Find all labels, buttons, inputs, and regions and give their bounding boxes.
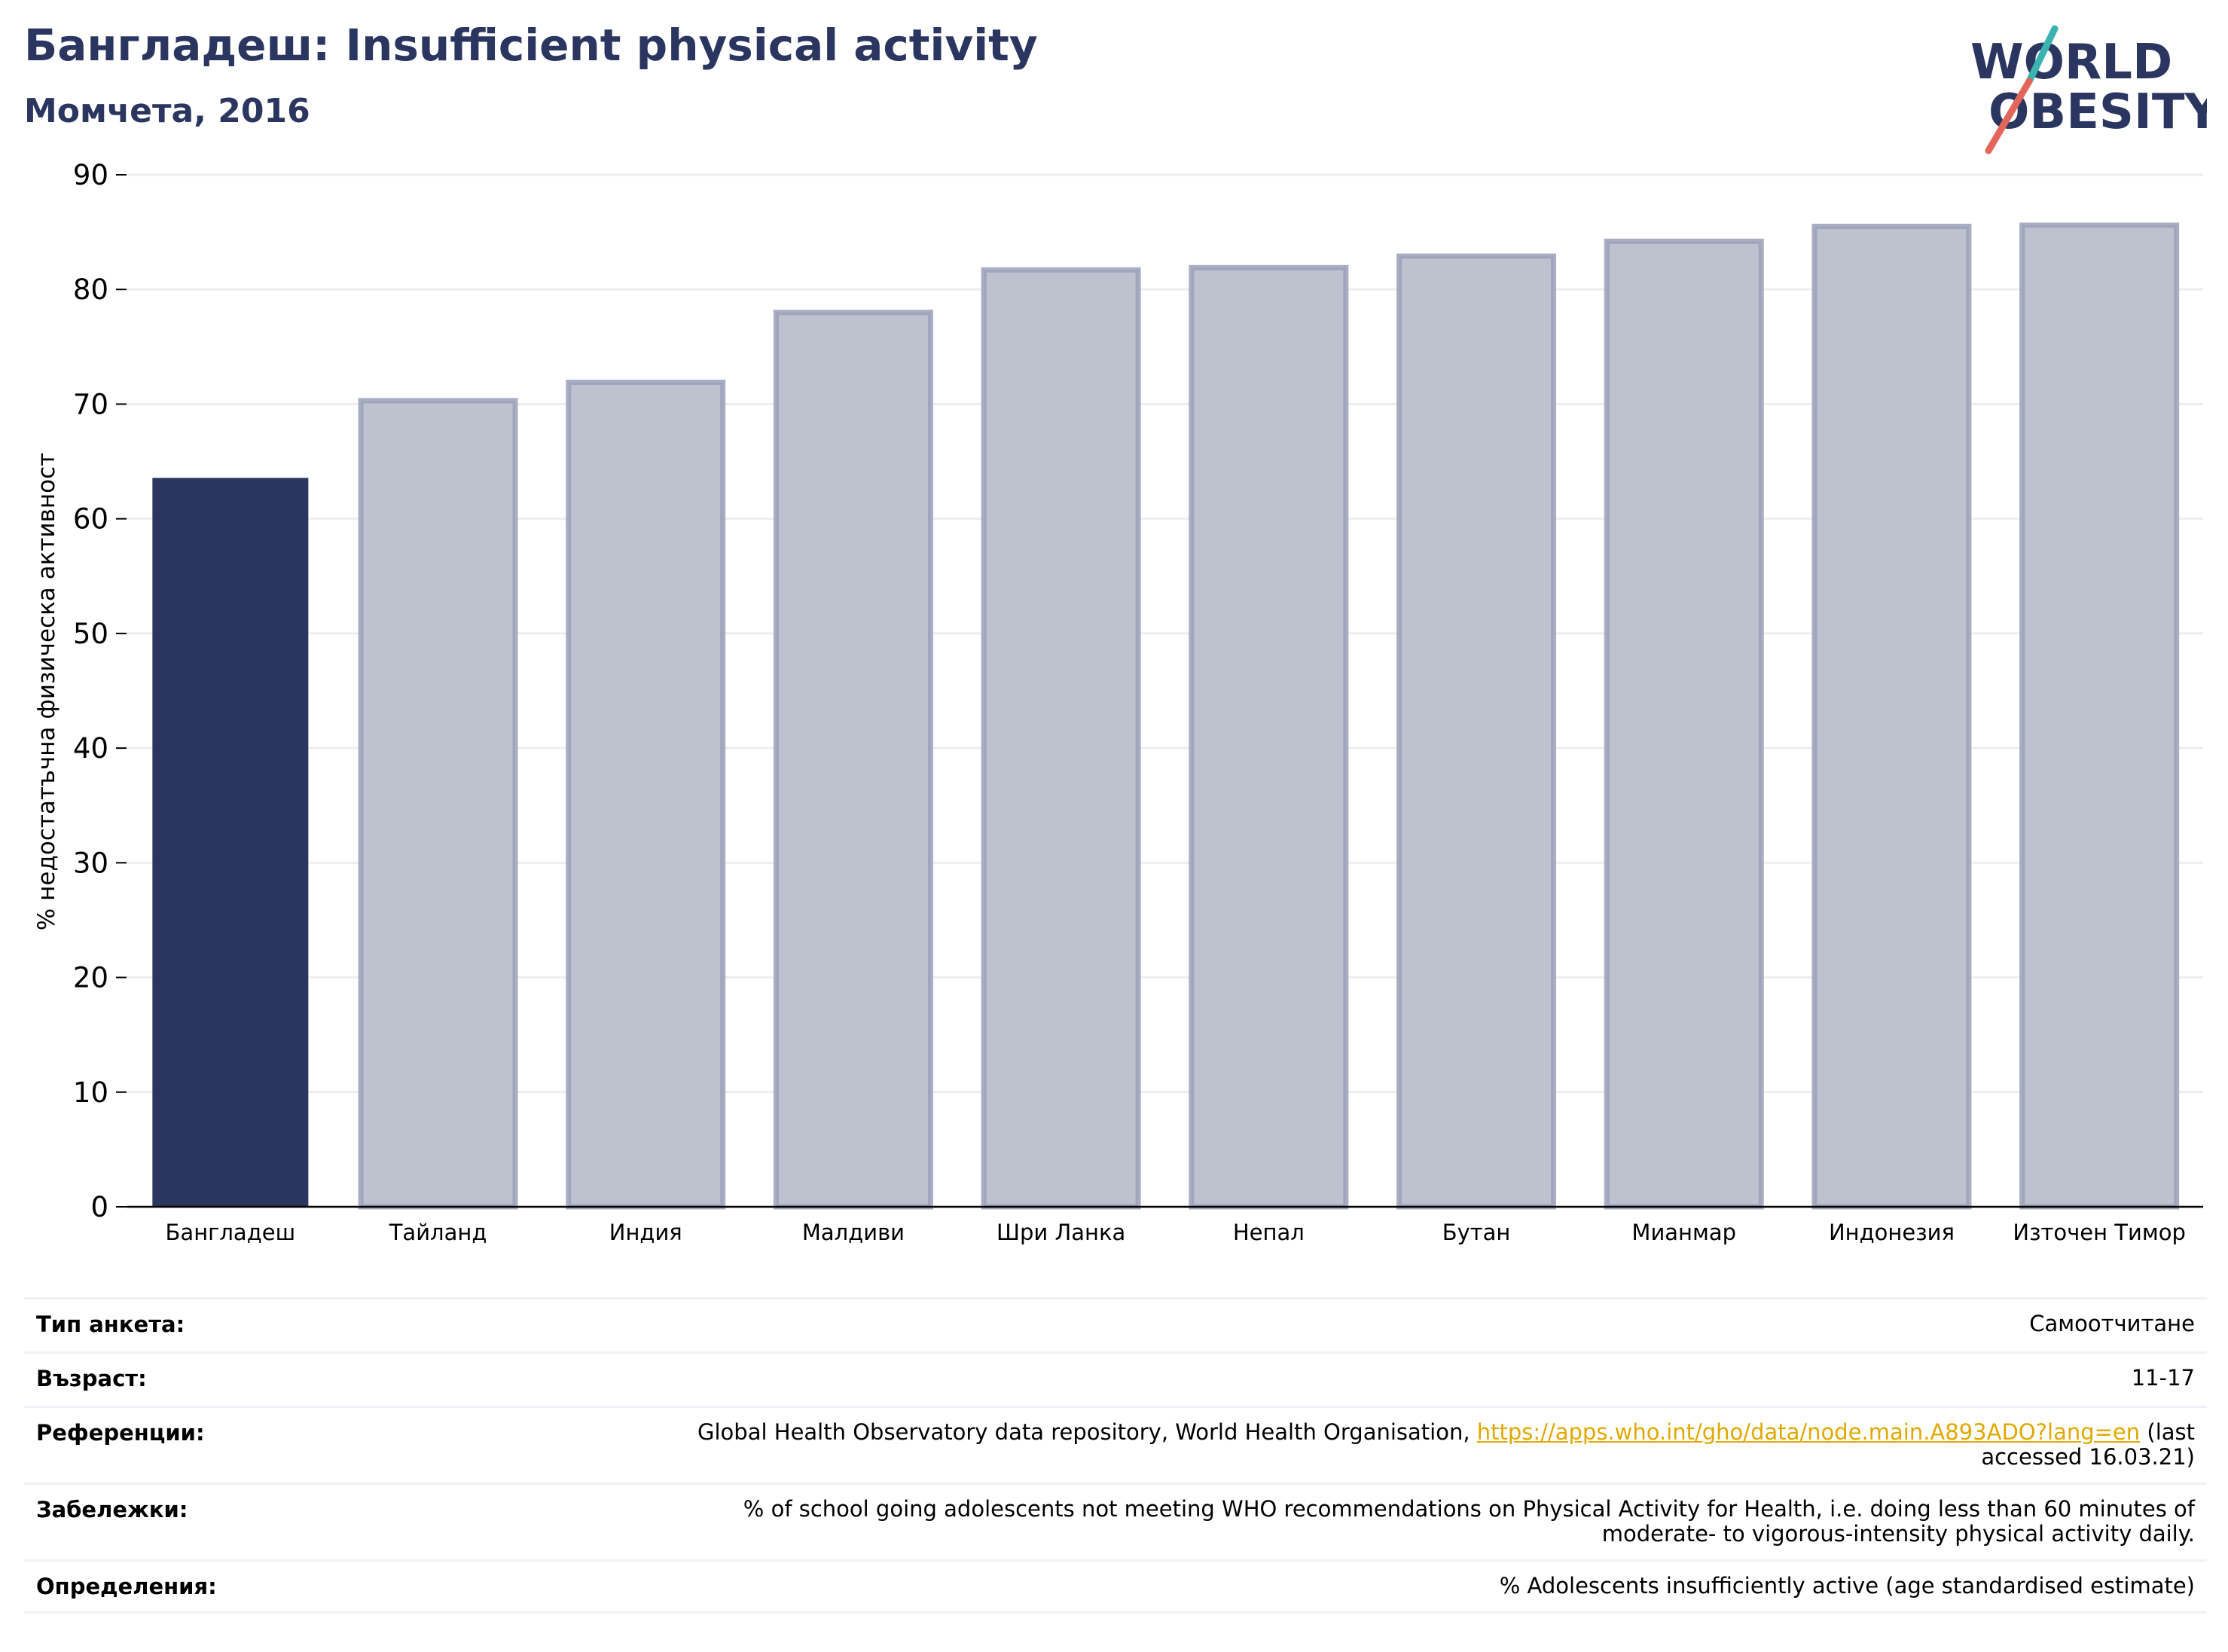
- bar-0: [152, 478, 309, 1208]
- x-tick-label: Тайланд: [389, 1220, 487, 1245]
- y-tick-label: 90: [73, 159, 108, 191]
- bar-6: [1396, 253, 1557, 1210]
- chart-title: Бангладеш: Insufficient physical activit…: [24, 20, 1038, 71]
- x-tick-label: Източен Тимор: [2013, 1220, 2186, 1245]
- meta-label: Определения:: [36, 1574, 217, 1599]
- x-tick-label: Индия: [609, 1220, 682, 1245]
- world-obesity-logo: WORLD OBESITY: [1970, 25, 2207, 154]
- bar-9: [2019, 222, 2180, 1210]
- x-tick-label: Непал: [1233, 1220, 1305, 1245]
- y-tick-label: 80: [73, 273, 108, 306]
- bar-1: [358, 398, 518, 1210]
- x-tick-label: Мианмар: [1631, 1220, 1736, 1245]
- y-tick-label: 50: [73, 618, 108, 650]
- meta-label: Референции:: [36, 1420, 205, 1446]
- x-tick-label: Шри Ланка: [996, 1220, 1125, 1245]
- y-tick-label: 10: [73, 1076, 108, 1109]
- reference-text: Global Health Observatory data repositor…: [697, 1419, 1477, 1445]
- bar-chart: 0 10 20 30 40 50 60 70 80 90 Бангладеш Тайланд Индия…: [33, 159, 2203, 1245]
- y-tick-label: 70: [73, 388, 108, 420]
- metadata-table: Тип анкета: Самоотчитане Възраст: 11-17 …: [24, 1297, 2207, 1614]
- meta-label: Забележки:: [36, 1497, 188, 1522]
- meta-row-references: Референции: Global Health Observatory da…: [24, 1406, 2207, 1483]
- meta-row-age: Възраст: 11-17: [24, 1351, 2207, 1406]
- logo-slash-teal: [2025, 25, 2059, 85]
- meta-value: % of school going adolescents not meetin…: [743, 1496, 2195, 1547]
- chart-subtitle: Момчета, 2016: [24, 92, 310, 130]
- x-tick-label: Бутан: [1442, 1220, 1511, 1245]
- x-tick-label: Малдиви: [802, 1220, 905, 1245]
- meta-value: % Adolescents insufficiently active (age…: [1499, 1573, 2195, 1599]
- meta-row-definitions: Определения: % Adolescents insufficientl…: [24, 1559, 2207, 1614]
- meta-row-notes: Забележки: % of school going adolescents…: [24, 1483, 2207, 1559]
- bar-8: [1811, 224, 1972, 1210]
- y-tick-label: 40: [73, 732, 108, 765]
- x-tick-label: Бангладеш: [166, 1220, 296, 1245]
- bar-layer: [152, 222, 2180, 1210]
- meta-value: Global Health Observatory data repositor…: [688, 1420, 2195, 1470]
- axis-layer: 0 10 20 30 40 50 60 70 80 90 Бангладеш Тайланд Индия…: [73, 159, 2203, 1245]
- x-tick-label: Индонезия: [1829, 1220, 1955, 1245]
- y-tick-label: 30: [73, 847, 108, 879]
- y-axis-label: % недостатъчна физическа активност: [33, 453, 60, 930]
- reference-link[interactable]: https://apps.who.int/gho/data/node.main.…: [1476, 1419, 2141, 1445]
- bar-4: [981, 267, 1141, 1210]
- bar-3: [773, 310, 933, 1210]
- y-tick-label: 60: [73, 503, 108, 536]
- meta-label: Възраст:: [36, 1366, 147, 1391]
- y-tick-label: 20: [73, 962, 108, 994]
- meta-label: Тип анкета:: [36, 1312, 185, 1337]
- meta-value: Самоотчитане: [2029, 1311, 2195, 1336]
- reference-accessed: (last accessed 16.03.21): [1981, 1419, 2195, 1470]
- meta-value: 11-17: [2131, 1365, 2195, 1391]
- logo-word-world: WORLD: [1970, 35, 2172, 90]
- logo-slash-red: [1985, 78, 2033, 154]
- y-tick-label: 0: [90, 1191, 108, 1223]
- bar-2: [566, 380, 726, 1210]
- meta-row-survey-type: Тип анкета: Самоотчитане: [24, 1297, 2207, 1351]
- bar-7: [1604, 238, 1764, 1210]
- bar-5: [1189, 264, 1349, 1210]
